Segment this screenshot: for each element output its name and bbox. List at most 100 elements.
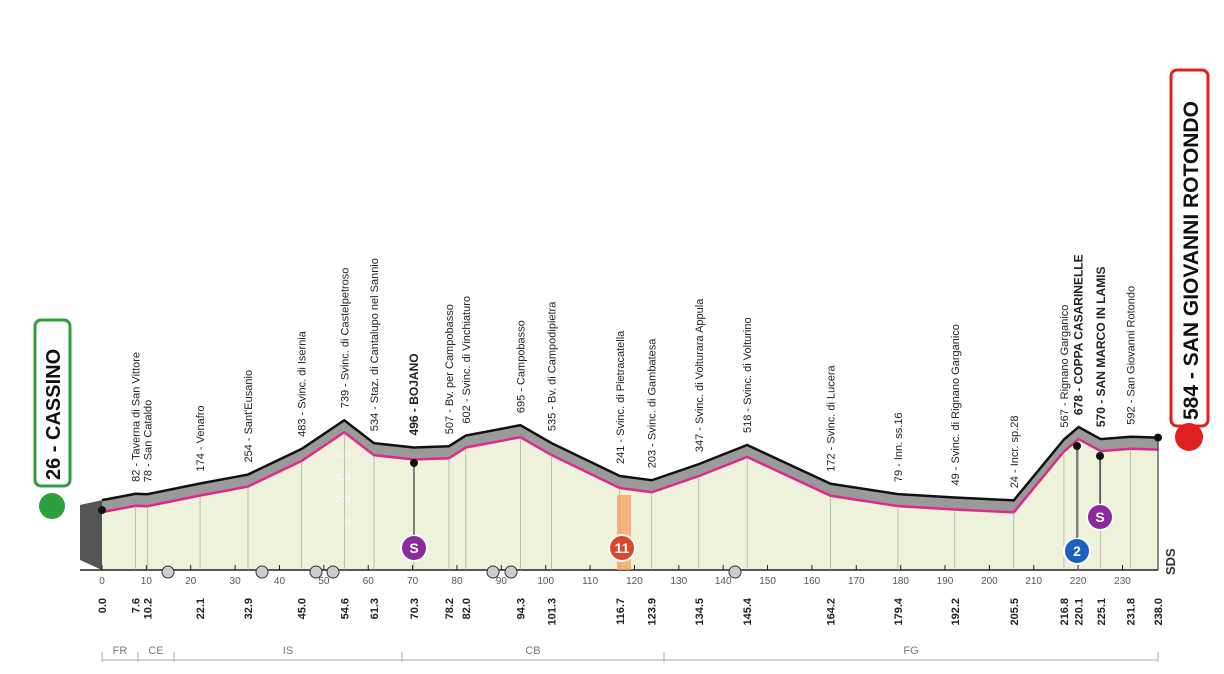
- sprint-icon: [486, 565, 500, 579]
- start-wall: [80, 500, 102, 570]
- waypoint-label: 483 - Svinc. di Isernia: [297, 330, 309, 437]
- km-label: 225.1: [1096, 598, 1108, 626]
- waypoint-label: 78 - San Cataldo: [142, 400, 154, 483]
- km-tick-label: 190: [937, 576, 954, 587]
- km-label: 78.2: [444, 598, 456, 619]
- km-label: 0.0: [97, 598, 109, 613]
- marker-dot: [1096, 452, 1104, 460]
- waypoint-label: 570 - SAN MARCO IN LAMIS: [1094, 266, 1108, 427]
- alt-tick-label: 600: [335, 450, 350, 460]
- km-tick-label: 230: [1114, 576, 1131, 587]
- marker-dot: [1073, 442, 1081, 450]
- km-tick-label: 210: [1025, 576, 1042, 587]
- finish-dot: [1154, 433, 1163, 442]
- waypoint-label: 592 - San Giovanni Rotondo: [1125, 286, 1137, 425]
- marker-label: S: [409, 540, 418, 556]
- profile-road: [101, 430, 1159, 514]
- km-label: 231.8: [1125, 598, 1137, 626]
- km-label: 10.2: [142, 598, 154, 619]
- sprint-icon: [728, 565, 742, 579]
- waypoint-label: 535 - Bv. di Campodipietra: [546, 301, 558, 431]
- start-dot: [98, 506, 106, 515]
- km-tick-label: 170: [848, 576, 865, 587]
- profile-top: [101, 418, 1159, 502]
- km-label: 101.3: [546, 598, 558, 626]
- waypoint-label: 518 - Svinc. di Volturino: [742, 317, 754, 433]
- km-tick-label: 40: [274, 576, 286, 587]
- waypoint-label: 567 - Rignano Garganico: [1059, 305, 1071, 428]
- waypoint-label: 24 - Incr. sp.28: [1009, 416, 1021, 489]
- km-label: 116.7: [615, 598, 627, 625]
- region-label: IS: [283, 645, 293, 657]
- km-label: 32.9: [243, 598, 255, 619]
- sprint-icon: [309, 565, 323, 579]
- sprint-icon: [326, 565, 340, 579]
- km-tick-label: 140: [715, 576, 732, 587]
- km-tick-label: 90: [496, 576, 508, 587]
- km-label: 54.6: [339, 598, 351, 619]
- km-tick-label: 120: [626, 576, 643, 587]
- km-label: 220.1: [1074, 598, 1086, 626]
- region-label: CB: [525, 645, 540, 657]
- waypoint-label: 254 - Sant'Eusanio: [243, 370, 255, 463]
- km-tick-label: 80: [451, 576, 463, 587]
- waypoint-label: 695 - Campobasso: [515, 320, 527, 413]
- sprint-icon: [161, 565, 175, 579]
- marker-label: 11: [615, 540, 630, 556]
- alt-tick-label: 200: [335, 495, 350, 505]
- km-tick-label: 100: [537, 576, 554, 587]
- km-tick-label: 70: [407, 576, 419, 587]
- km-tick-label: 160: [804, 576, 821, 587]
- km-label: 82.0: [461, 598, 473, 619]
- km-tick-label: 130: [670, 576, 687, 587]
- region-label: FG: [903, 645, 918, 657]
- km-label: 22.1: [195, 598, 207, 619]
- waypoint-label: 79 - Inn. ss.16: [893, 412, 905, 482]
- marker: [608, 534, 636, 562]
- waypoint-label: 174 - Venafro: [195, 405, 207, 471]
- km-label: 179.4: [893, 597, 905, 625]
- km-tick-label: 60: [363, 576, 375, 587]
- waypoint-label: 172 - Svinc. di Lucera: [826, 364, 838, 471]
- km-label: 164.2: [826, 598, 838, 626]
- km-tick-label: 0: [99, 576, 105, 587]
- km-tick-label: 110: [582, 576, 598, 587]
- waypoint-label: 347 - Svinc. di Volturara Appula: [694, 298, 706, 452]
- km-tick-label: 220: [1070, 576, 1087, 587]
- km-tick-label: 10: [141, 576, 153, 587]
- marker-label: S: [1095, 509, 1104, 525]
- km-label: 123.9: [647, 598, 659, 626]
- sprint-icon: [504, 565, 518, 579]
- km-label: 134.5: [694, 598, 706, 626]
- waypoint-label: 507 - Bv. per Campobasso: [444, 304, 456, 434]
- waypoint-label: 203 - Svinc. di Gambatesa: [647, 338, 659, 469]
- waypoint-label: 82 - Taverna di San Vittore: [131, 352, 143, 482]
- waypoint-label: 49 - Svinc. di Rignano Garganico: [950, 324, 962, 485]
- km-label: 205.5: [1009, 598, 1021, 626]
- region-label: FR: [113, 645, 128, 657]
- start-icon: [39, 493, 65, 519]
- finish-icon: [1175, 423, 1203, 451]
- alt-tick-label: 0: [345, 517, 350, 527]
- marker-dot: [410, 459, 418, 467]
- waypoint-label: 496 - BOJANO: [407, 353, 421, 435]
- km-label: 70.3: [409, 598, 421, 619]
- finish-label: 584 - SAN GIOVANNI ROTONDO: [1180, 101, 1203, 420]
- logo: SDS: [1163, 548, 1178, 575]
- km-label: 216.8: [1059, 598, 1071, 626]
- sprint-icon: [255, 565, 269, 579]
- start-label: 26 - CASSINO: [43, 349, 65, 480]
- waypoint-label: 534 - Staz. di Cantalupo nel Sannio: [369, 258, 381, 431]
- km-label: 7.6: [131, 598, 143, 613]
- waypoint-label: 739 - Svinc. di Castelpetroso: [339, 268, 351, 409]
- km-tick-label: 150: [759, 576, 776, 587]
- waypoint-label: 602 - Svinc. di Vinchiaturo: [461, 296, 473, 424]
- km-label: 238.0: [1153, 598, 1165, 626]
- km-label: 45.0: [297, 598, 309, 619]
- profile-band: [102, 420, 1159, 513]
- km-label: 145.4: [742, 597, 754, 625]
- marker-label: 2: [1073, 543, 1081, 559]
- km-tick-label: 50: [318, 576, 330, 587]
- km-tick-label: 180: [892, 576, 909, 587]
